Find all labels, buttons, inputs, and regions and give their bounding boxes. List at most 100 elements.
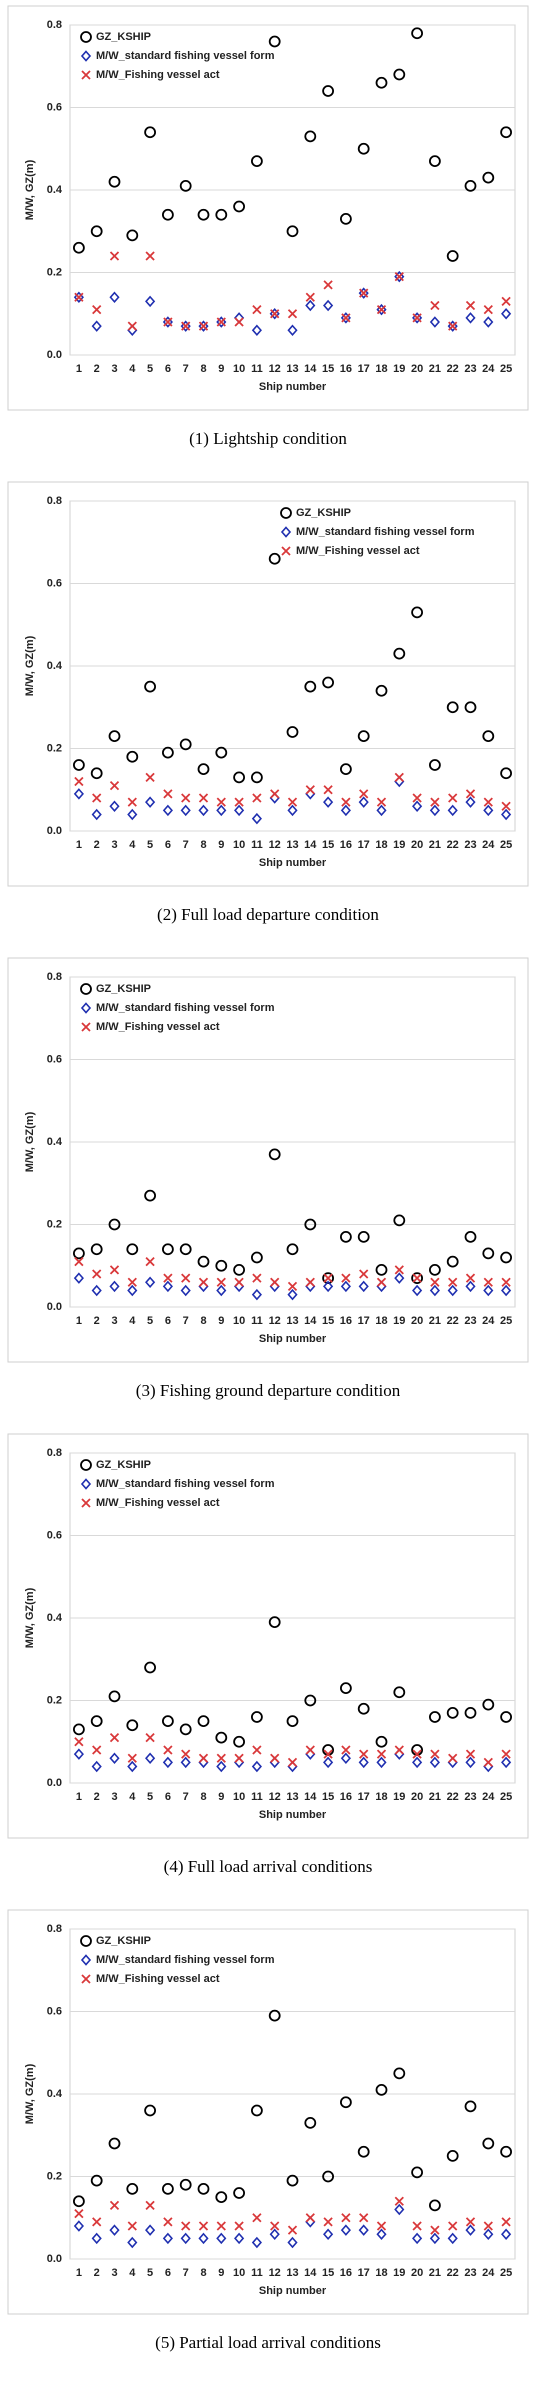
point xyxy=(127,321,137,331)
point xyxy=(411,1272,424,1285)
point xyxy=(73,788,84,800)
point xyxy=(197,208,210,221)
point xyxy=(394,2196,404,2206)
x-tick-label: 23 xyxy=(464,839,476,851)
series xyxy=(74,772,511,811)
point xyxy=(162,1756,173,1769)
point xyxy=(304,2116,317,2129)
point xyxy=(447,804,458,817)
x-tick-label: 9 xyxy=(218,1791,224,1803)
point xyxy=(357,142,370,155)
x-tick-label: 23 xyxy=(464,2267,476,2279)
point xyxy=(181,321,191,331)
y-tick-label: 0.4 xyxy=(47,660,63,672)
point xyxy=(394,772,404,783)
caption: (3) Fishing ground departure condition xyxy=(136,1381,401,1400)
point xyxy=(216,1760,227,1773)
point xyxy=(412,1284,423,1297)
point xyxy=(394,1272,405,1284)
point xyxy=(215,1731,228,1744)
point xyxy=(198,804,209,817)
x-tick-label: 17 xyxy=(358,1315,370,1327)
x-tick-label: 17 xyxy=(358,363,370,375)
point xyxy=(197,1715,210,1728)
y-tick-label: 0.8 xyxy=(47,1447,62,1459)
point xyxy=(412,1749,422,1759)
x-tick-label: 25 xyxy=(500,1791,512,1803)
x-tick-label: 20 xyxy=(411,1791,423,1803)
point xyxy=(341,2213,351,2223)
x-tick-label: 21 xyxy=(429,2267,441,2279)
point xyxy=(429,316,440,328)
point xyxy=(181,1749,191,1759)
point xyxy=(269,2228,280,2240)
legend-symbol xyxy=(80,1478,92,1490)
x-tick-label: 21 xyxy=(429,839,441,851)
x-tick-label: 22 xyxy=(447,1791,459,1803)
legend-label: M/W_Fishing vessel act xyxy=(96,1973,220,1985)
point xyxy=(73,1247,85,1260)
point xyxy=(483,304,493,315)
x-tick-label: 9 xyxy=(218,839,224,851)
point xyxy=(304,130,317,143)
point xyxy=(74,1256,84,1267)
x-tick-label: 2 xyxy=(94,839,100,851)
point xyxy=(268,552,281,565)
point xyxy=(357,1702,370,1715)
x-tick-label: 19 xyxy=(393,1315,405,1327)
legend-symbol xyxy=(80,1954,92,1966)
point xyxy=(464,1230,477,1243)
series xyxy=(73,2203,512,2249)
point xyxy=(216,2232,227,2245)
point xyxy=(375,1735,388,1748)
point xyxy=(305,785,315,795)
point xyxy=(90,767,103,780)
point xyxy=(448,793,458,803)
point xyxy=(429,1756,440,1769)
point xyxy=(127,1277,137,1287)
point xyxy=(340,1752,351,1764)
x-tick-label: 17 xyxy=(358,2267,370,2279)
legend-symbol xyxy=(81,1974,91,1984)
point xyxy=(482,1698,495,1711)
point xyxy=(270,1753,280,1763)
point xyxy=(322,85,335,97)
point xyxy=(92,2217,102,2227)
x-tick-label: 5 xyxy=(147,1791,153,1803)
point xyxy=(126,750,139,763)
legend-label: M/W_Fishing vessel act xyxy=(96,1497,220,1509)
x-tick-label: 5 xyxy=(147,2267,153,2279)
series xyxy=(74,1256,511,1292)
x-tick-label: 19 xyxy=(393,839,405,851)
x-tick-label: 2 xyxy=(94,1791,100,1803)
point xyxy=(482,2137,495,2150)
series xyxy=(73,1148,513,1285)
point xyxy=(234,317,244,327)
point xyxy=(234,1277,244,1287)
point xyxy=(91,1284,102,1297)
chart-frame xyxy=(7,1433,529,1839)
x-tick-label: 14 xyxy=(304,839,317,851)
x-axis-title: Ship number xyxy=(259,381,327,393)
point xyxy=(286,1715,299,1728)
point xyxy=(483,2221,493,2231)
x-tick-label: 22 xyxy=(447,2267,459,2279)
point xyxy=(251,1288,262,1301)
point xyxy=(234,797,244,807)
point xyxy=(358,1756,369,1769)
point xyxy=(197,763,210,776)
point xyxy=(341,797,351,807)
point xyxy=(145,2224,156,2236)
point xyxy=(216,2221,226,2231)
point xyxy=(108,1690,121,1703)
point xyxy=(179,179,192,192)
point xyxy=(163,789,173,799)
x-tick-label: 5 xyxy=(147,1315,153,1327)
x-tick-label: 20 xyxy=(411,2267,423,2279)
point xyxy=(430,797,440,807)
point xyxy=(323,280,333,290)
point xyxy=(428,1711,441,1723)
x-axis-title: Ship number xyxy=(259,1809,327,1821)
x-tick-label: 10 xyxy=(233,2267,245,2279)
x-tick-label: 16 xyxy=(340,1315,352,1327)
